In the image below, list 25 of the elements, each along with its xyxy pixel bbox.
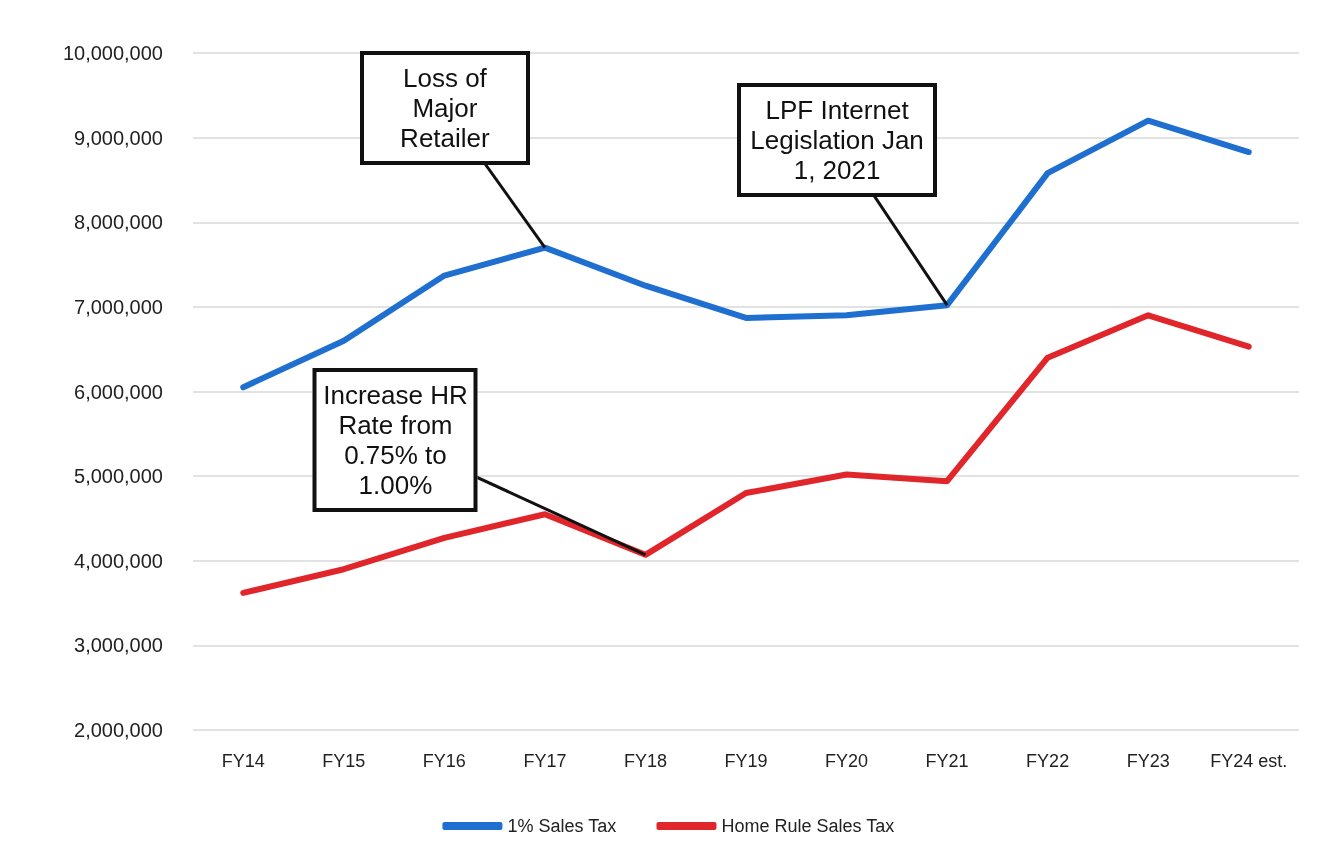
annotation: Increase HR Rate from 0.75% to 1.00% <box>312 367 478 512</box>
y-tick-label: 9,000,000 <box>74 126 163 149</box>
x-tick-label: FY19 <box>724 751 768 771</box>
y-tick-label: 10,000,000 <box>62 42 163 64</box>
y-tick-label: 3,000,000 <box>74 634 163 657</box>
y-tick-label: 2,000,000 <box>74 719 163 741</box>
annotation: LPF Internet Legislation Jan 1, 2021 <box>737 83 938 198</box>
legend-label: Home Rule Sales Tax <box>721 816 895 836</box>
x-tick-label: FY18 <box>623 751 667 771</box>
x-tick-label: FY14 <box>221 751 265 771</box>
y-tick-label: 5,000,000 <box>74 465 163 488</box>
y-tick-label: 8,000,000 <box>74 211 163 234</box>
legend-label: 1% Sales Tax <box>507 816 617 836</box>
y-tick-label: 4,000,000 <box>74 549 163 572</box>
x-tick-label: FY22 <box>1026 751 1070 771</box>
x-tick-label: FY17 <box>523 751 567 771</box>
y-tick-label: 6,000,000 <box>74 380 163 403</box>
x-tick-label: FY21 <box>925 751 969 771</box>
y-tick-label: 7,000,000 <box>74 295 163 318</box>
annotation: Loss of Major Retailer <box>359 50 530 165</box>
x-tick-label: FY23 <box>1126 751 1170 771</box>
x-tick-label: FY20 <box>825 751 869 771</box>
x-tick-label: FY15 <box>322 751 366 771</box>
x-tick-label: FY24 est. <box>1210 751 1288 771</box>
x-tick-label: FY16 <box>422 751 466 771</box>
